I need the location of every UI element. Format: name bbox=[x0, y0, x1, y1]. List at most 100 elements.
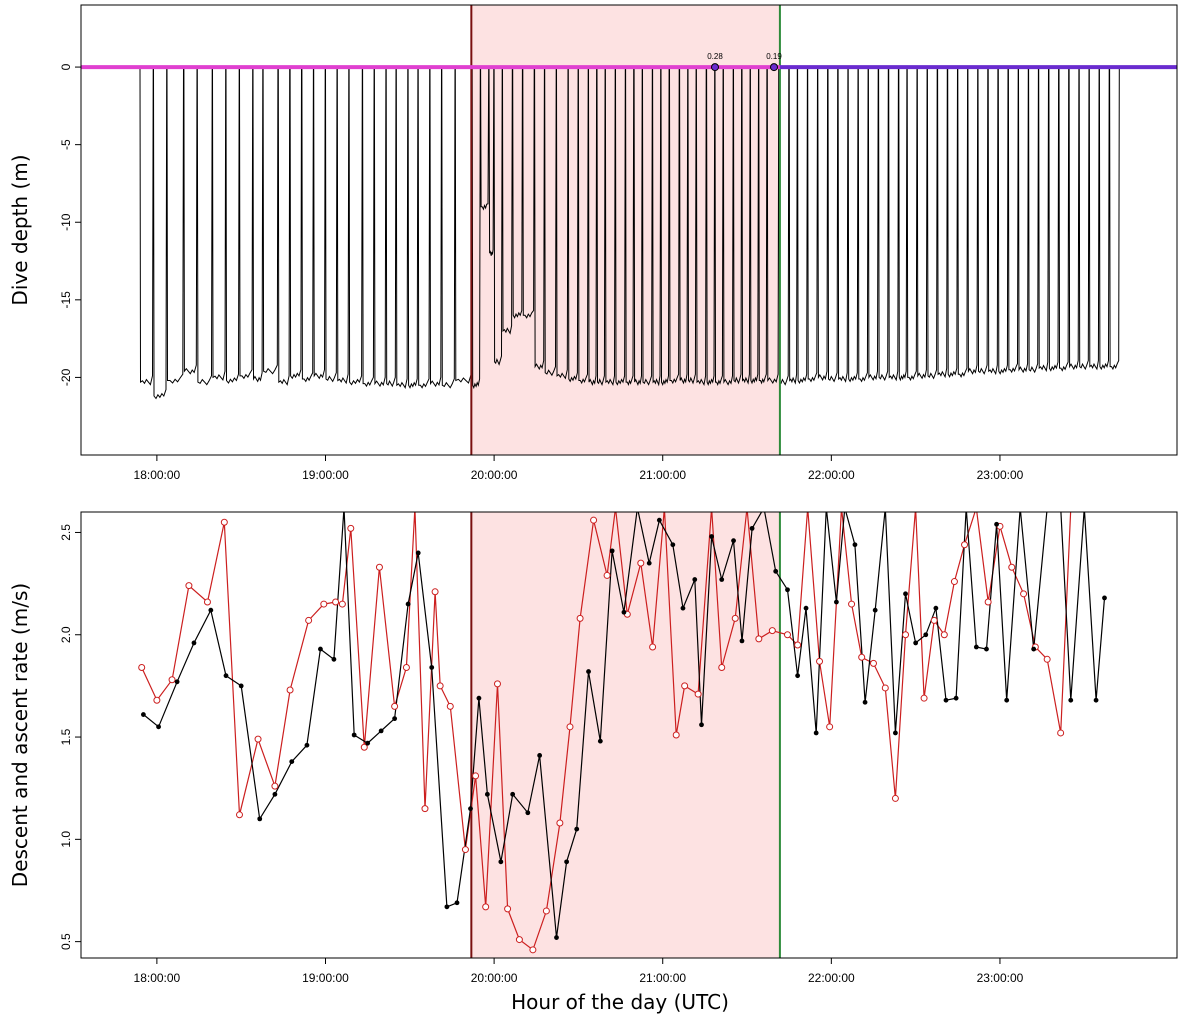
rate-y-tick-label: 2.5 bbox=[59, 524, 73, 541]
descent-rate-point bbox=[749, 525, 755, 531]
dive-y-tick-label: 0 bbox=[59, 63, 73, 70]
dive-y-tick-label: -20 bbox=[59, 368, 73, 386]
ascent-rate-point bbox=[168, 676, 176, 684]
descent-rate-point bbox=[272, 791, 278, 797]
ascent-rate-point bbox=[920, 694, 928, 702]
ascent-rate-point bbox=[347, 524, 355, 532]
descent-rate-point bbox=[1004, 697, 1010, 703]
ascent-rate-point bbox=[286, 686, 294, 694]
descent-rate-point bbox=[731, 538, 736, 544]
descent-rate-point bbox=[318, 646, 323, 652]
descent-rate-point bbox=[537, 753, 543, 758]
descent-rate-point bbox=[454, 900, 460, 906]
descent-rate-point bbox=[1031, 646, 1037, 652]
rate-plot-frame bbox=[80, 511, 1178, 959]
descent-rate-point bbox=[574, 826, 580, 832]
rate-x-tick-label: 21:00:00 bbox=[639, 971, 686, 985]
ascent-rate-point bbox=[391, 702, 399, 710]
descent-rate-point bbox=[1102, 595, 1107, 601]
descent-rate-point bbox=[785, 587, 790, 593]
annotation-marker bbox=[770, 63, 779, 72]
descent-rate-point bbox=[709, 534, 715, 539]
ascent-rate-point bbox=[461, 846, 469, 854]
ascent-rate-point bbox=[542, 907, 550, 915]
descent-rate-point bbox=[953, 695, 959, 701]
ascent-rate-point bbox=[220, 518, 228, 526]
descent-rate-point bbox=[208, 607, 214, 613]
ascent-rate-point bbox=[805, 505, 811, 511]
descent-rate-point bbox=[739, 638, 745, 644]
descent-rate-point bbox=[656, 517, 662, 523]
ascent-rate-point bbox=[203, 598, 211, 606]
rate-x-tick-label: 22:00:00 bbox=[808, 971, 855, 985]
descent-rate-point bbox=[943, 697, 949, 703]
ascent-rate-point bbox=[338, 600, 346, 608]
ascent-rate-point bbox=[709, 505, 715, 511]
descent-rate-point bbox=[1068, 697, 1074, 703]
rate-y-tick-label: 1.0 bbox=[59, 831, 73, 848]
ascent-rate-point bbox=[1008, 563, 1016, 571]
ascent-rate-point bbox=[984, 598, 992, 606]
dive-x-tick-label: 21:00:00 bbox=[639, 468, 686, 482]
dive-x-tick-label: 20:00:00 bbox=[471, 468, 518, 482]
dive-depth-trace bbox=[136, 66, 1120, 400]
descent-rate-point bbox=[913, 640, 919, 646]
rate-panel: 18:00:00 19:00:00 20:00:00 21:00:00 22:00:00… bbox=[8, 505, 1178, 985]
ascent-rate-point bbox=[402, 663, 410, 671]
ascent-rate-point bbox=[254, 735, 262, 743]
ascent-rate-point bbox=[482, 903, 490, 911]
annotation-label: 0.19 bbox=[766, 52, 782, 61]
ascent-rate-point bbox=[431, 588, 439, 596]
ascent-rate-point bbox=[681, 682, 689, 690]
ascent-rate-point bbox=[848, 600, 856, 608]
ascent-rate-point bbox=[529, 946, 537, 954]
ascent-rate-point bbox=[794, 641, 802, 649]
annotation-marker bbox=[710, 63, 719, 72]
descent-rate-point bbox=[498, 859, 504, 865]
ascent-rate-point bbox=[436, 682, 444, 690]
descent-rate-point bbox=[1058, 506, 1063, 511]
ascent-rate-point bbox=[472, 772, 480, 780]
ascent-rate-point bbox=[649, 643, 657, 651]
descent-rate-point bbox=[564, 859, 570, 865]
dive-depth-plot-frame bbox=[80, 4, 1178, 456]
descent-rate-point bbox=[973, 644, 979, 650]
dive-y-tick-label: -10 bbox=[59, 213, 73, 231]
annotation-label: 0.28 bbox=[707, 52, 723, 61]
descent-rate-point bbox=[893, 730, 898, 736]
ascent-rate-point bbox=[271, 782, 279, 790]
ascent-rate-point bbox=[1108, 505, 1114, 511]
ascent-rate-point bbox=[950, 578, 958, 586]
descent-rate-point bbox=[813, 730, 819, 736]
descent-rate-point bbox=[883, 506, 888, 511]
ascent-rate-point bbox=[731, 614, 739, 622]
ascent-rate-point bbox=[412, 505, 418, 511]
ascent-rate-point bbox=[305, 616, 313, 624]
ascent-rate-point bbox=[891, 794, 899, 802]
descent-rate-point bbox=[1093, 697, 1099, 703]
ascent-rate-point bbox=[869, 659, 877, 667]
descent-rate-point bbox=[342, 506, 347, 511]
descent-rate-point bbox=[994, 521, 999, 527]
ascent-rate-point bbox=[360, 743, 368, 751]
ascent-rate-point bbox=[1091, 505, 1097, 511]
dive-x-tick-label: 22:00:00 bbox=[808, 468, 855, 482]
ascent-rate-point bbox=[493, 680, 501, 688]
ascent-rate-point bbox=[446, 702, 454, 710]
descent-rate-point bbox=[525, 810, 531, 816]
descent-rate-line bbox=[143, 512, 1106, 938]
ascent-rate-point bbox=[768, 627, 776, 635]
rate-event-shading bbox=[471, 512, 780, 958]
rate-x-tick-label: 20:00:00 bbox=[471, 971, 518, 985]
ascent-rate-point bbox=[153, 696, 161, 704]
descent-rate-point bbox=[554, 935, 559, 940]
descent-rate-point bbox=[833, 599, 839, 605]
descent-rate-point bbox=[429, 665, 435, 670]
ascent-rate-point bbox=[783, 631, 791, 639]
descent-rate-point bbox=[680, 605, 686, 611]
descent-rate-point bbox=[923, 632, 929, 638]
descent-rate-point bbox=[761, 506, 766, 511]
descent-rate-point bbox=[331, 656, 337, 662]
dive-y-tick-label: -15 bbox=[59, 291, 73, 309]
ascent-rate-point bbox=[973, 505, 979, 511]
